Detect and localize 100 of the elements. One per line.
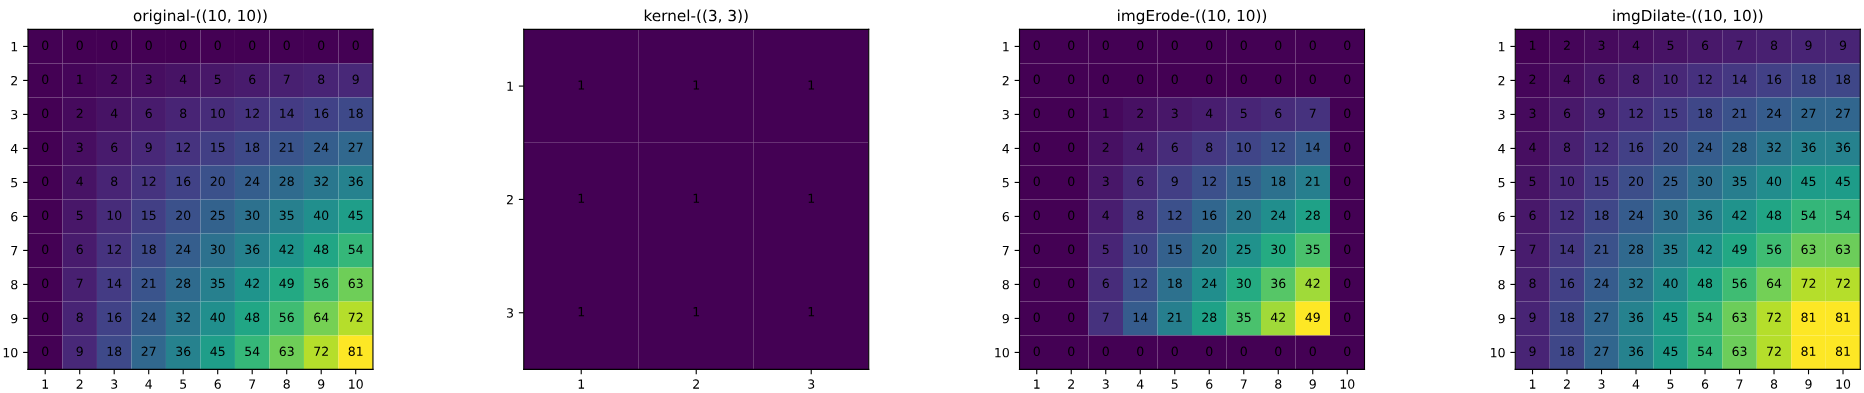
data-label: 0 [1102,40,1109,51]
data-label: 14 [1560,244,1575,254]
data-label: 27 [348,142,363,152]
x-tick-label: 8 [283,379,290,389]
data-label: 0 [1033,40,1040,51]
y-tick-label: 3 [507,308,514,318]
data-label: 64 [1766,278,1782,289]
data-label: 21 [1594,244,1609,254]
data-label: 27 [141,346,156,356]
data-label: 9 [1529,346,1536,357]
data-label: 81 [1801,346,1816,357]
data-label: 4 [1563,74,1571,84]
x-tick-label: 9 [318,379,325,389]
data-label: 2 [1563,40,1570,50]
data-label: 0 [1344,176,1351,187]
data-label: 0 [1102,346,1109,357]
data-label: 0 [180,40,187,51]
data-label: 63 [348,278,363,289]
data-label: 81 [1835,312,1850,323]
data-label: 49 [1732,244,1747,255]
data-label: 7 [1309,108,1316,118]
x-tick-label: 2 [76,379,83,389]
data-label: 0 [42,108,49,119]
data-label: 16 [1767,74,1782,85]
data-label: 42 [1305,278,1320,288]
data-label: 36 [1629,346,1644,357]
data-label: 12 [1168,210,1182,220]
data-label: 4 [1102,210,1110,220]
data-label: 0 [42,278,49,289]
data-label: 5 [76,210,83,221]
data-label: 14 [280,108,294,118]
data-label: 0 [42,142,49,153]
y-tick-label: 1 [1003,42,1009,52]
data-label: 5 [1529,176,1536,187]
data-label: 12 [245,108,259,118]
data-label: 6 [1701,40,1709,51]
data-label: 0 [214,40,221,51]
data-label: 21 [1732,108,1747,118]
data-label: 0 [1033,346,1040,357]
data-label: 0 [42,40,49,51]
data-label: 0 [1033,210,1040,221]
data-label: 45 [1663,346,1678,357]
data-label: 20 [1202,244,1217,255]
y-tick-label: 7 [1498,246,1505,256]
data-label: 35 [1236,312,1251,323]
data-label: 27 [1594,346,1609,356]
data-label: 0 [1068,210,1075,221]
data-label: 56 [1732,278,1747,289]
data-label: 24 [1766,108,1782,118]
data-label: 0 [76,40,83,51]
data-label: 81 [1801,312,1816,323]
y-tick-label: 1 [507,81,513,91]
y-tick-label: 9 [1498,313,1505,324]
data-label: 0 [1033,176,1040,187]
data-label: 1 [693,193,700,203]
data-label: 10 [1133,244,1148,255]
data-label: 32 [1629,278,1643,289]
data-label: 54 [1698,346,1713,357]
data-label: 72 [1767,312,1781,322]
data-label: 18 [142,244,156,255]
x-tick-label: 5 [1171,379,1178,389]
data-label: 8 [1529,278,1536,289]
data-label: 24 [314,142,329,152]
data-label: 3 [1598,40,1605,51]
data-label: 0 [249,40,256,51]
data-label: 28 [176,278,191,289]
data-label: 0 [352,40,359,51]
data-label: 54 [1801,210,1816,221]
data-label: 30 [1663,210,1678,221]
data-label: 36 [1271,278,1286,289]
data-label: 18 [349,108,363,119]
data-label: 12 [176,142,190,152]
data-label: 30 [245,210,260,221]
y-tick-label: 8 [11,279,18,290]
data-label: 3 [1529,108,1536,119]
x-tick-label: 6 [1701,379,1709,389]
data-label: 8 [1770,40,1778,51]
data-label: 48 [1697,278,1713,289]
data-label: 0 [111,40,118,51]
data-label: 0 [1068,278,1075,289]
data-label: 24 [1697,142,1713,152]
data-label: 6 [1598,74,1605,85]
data-label: 6 [1563,108,1571,119]
x-tick-label: 2 [1068,379,1074,389]
data-label: 0 [283,40,290,51]
data-label: 12 [1202,176,1216,186]
y-tick-label: 10 [3,347,18,358]
x-tick-label: 5 [180,379,187,389]
data-label: 35 [1663,244,1678,255]
x-tick-label: 10 [1340,379,1355,389]
data-label: 18 [1271,176,1286,187]
y-tick-label: 5 [11,178,18,188]
data-label: 0 [1068,312,1075,323]
data-label: 48 [313,244,329,255]
data-label: 2 [1529,74,1536,84]
data-label: 35 [210,278,225,289]
data-label: 56 [279,312,294,323]
data-label: 0 [1240,40,1247,51]
data-label: 3 [1102,176,1109,187]
data-label: 0 [1033,74,1040,85]
